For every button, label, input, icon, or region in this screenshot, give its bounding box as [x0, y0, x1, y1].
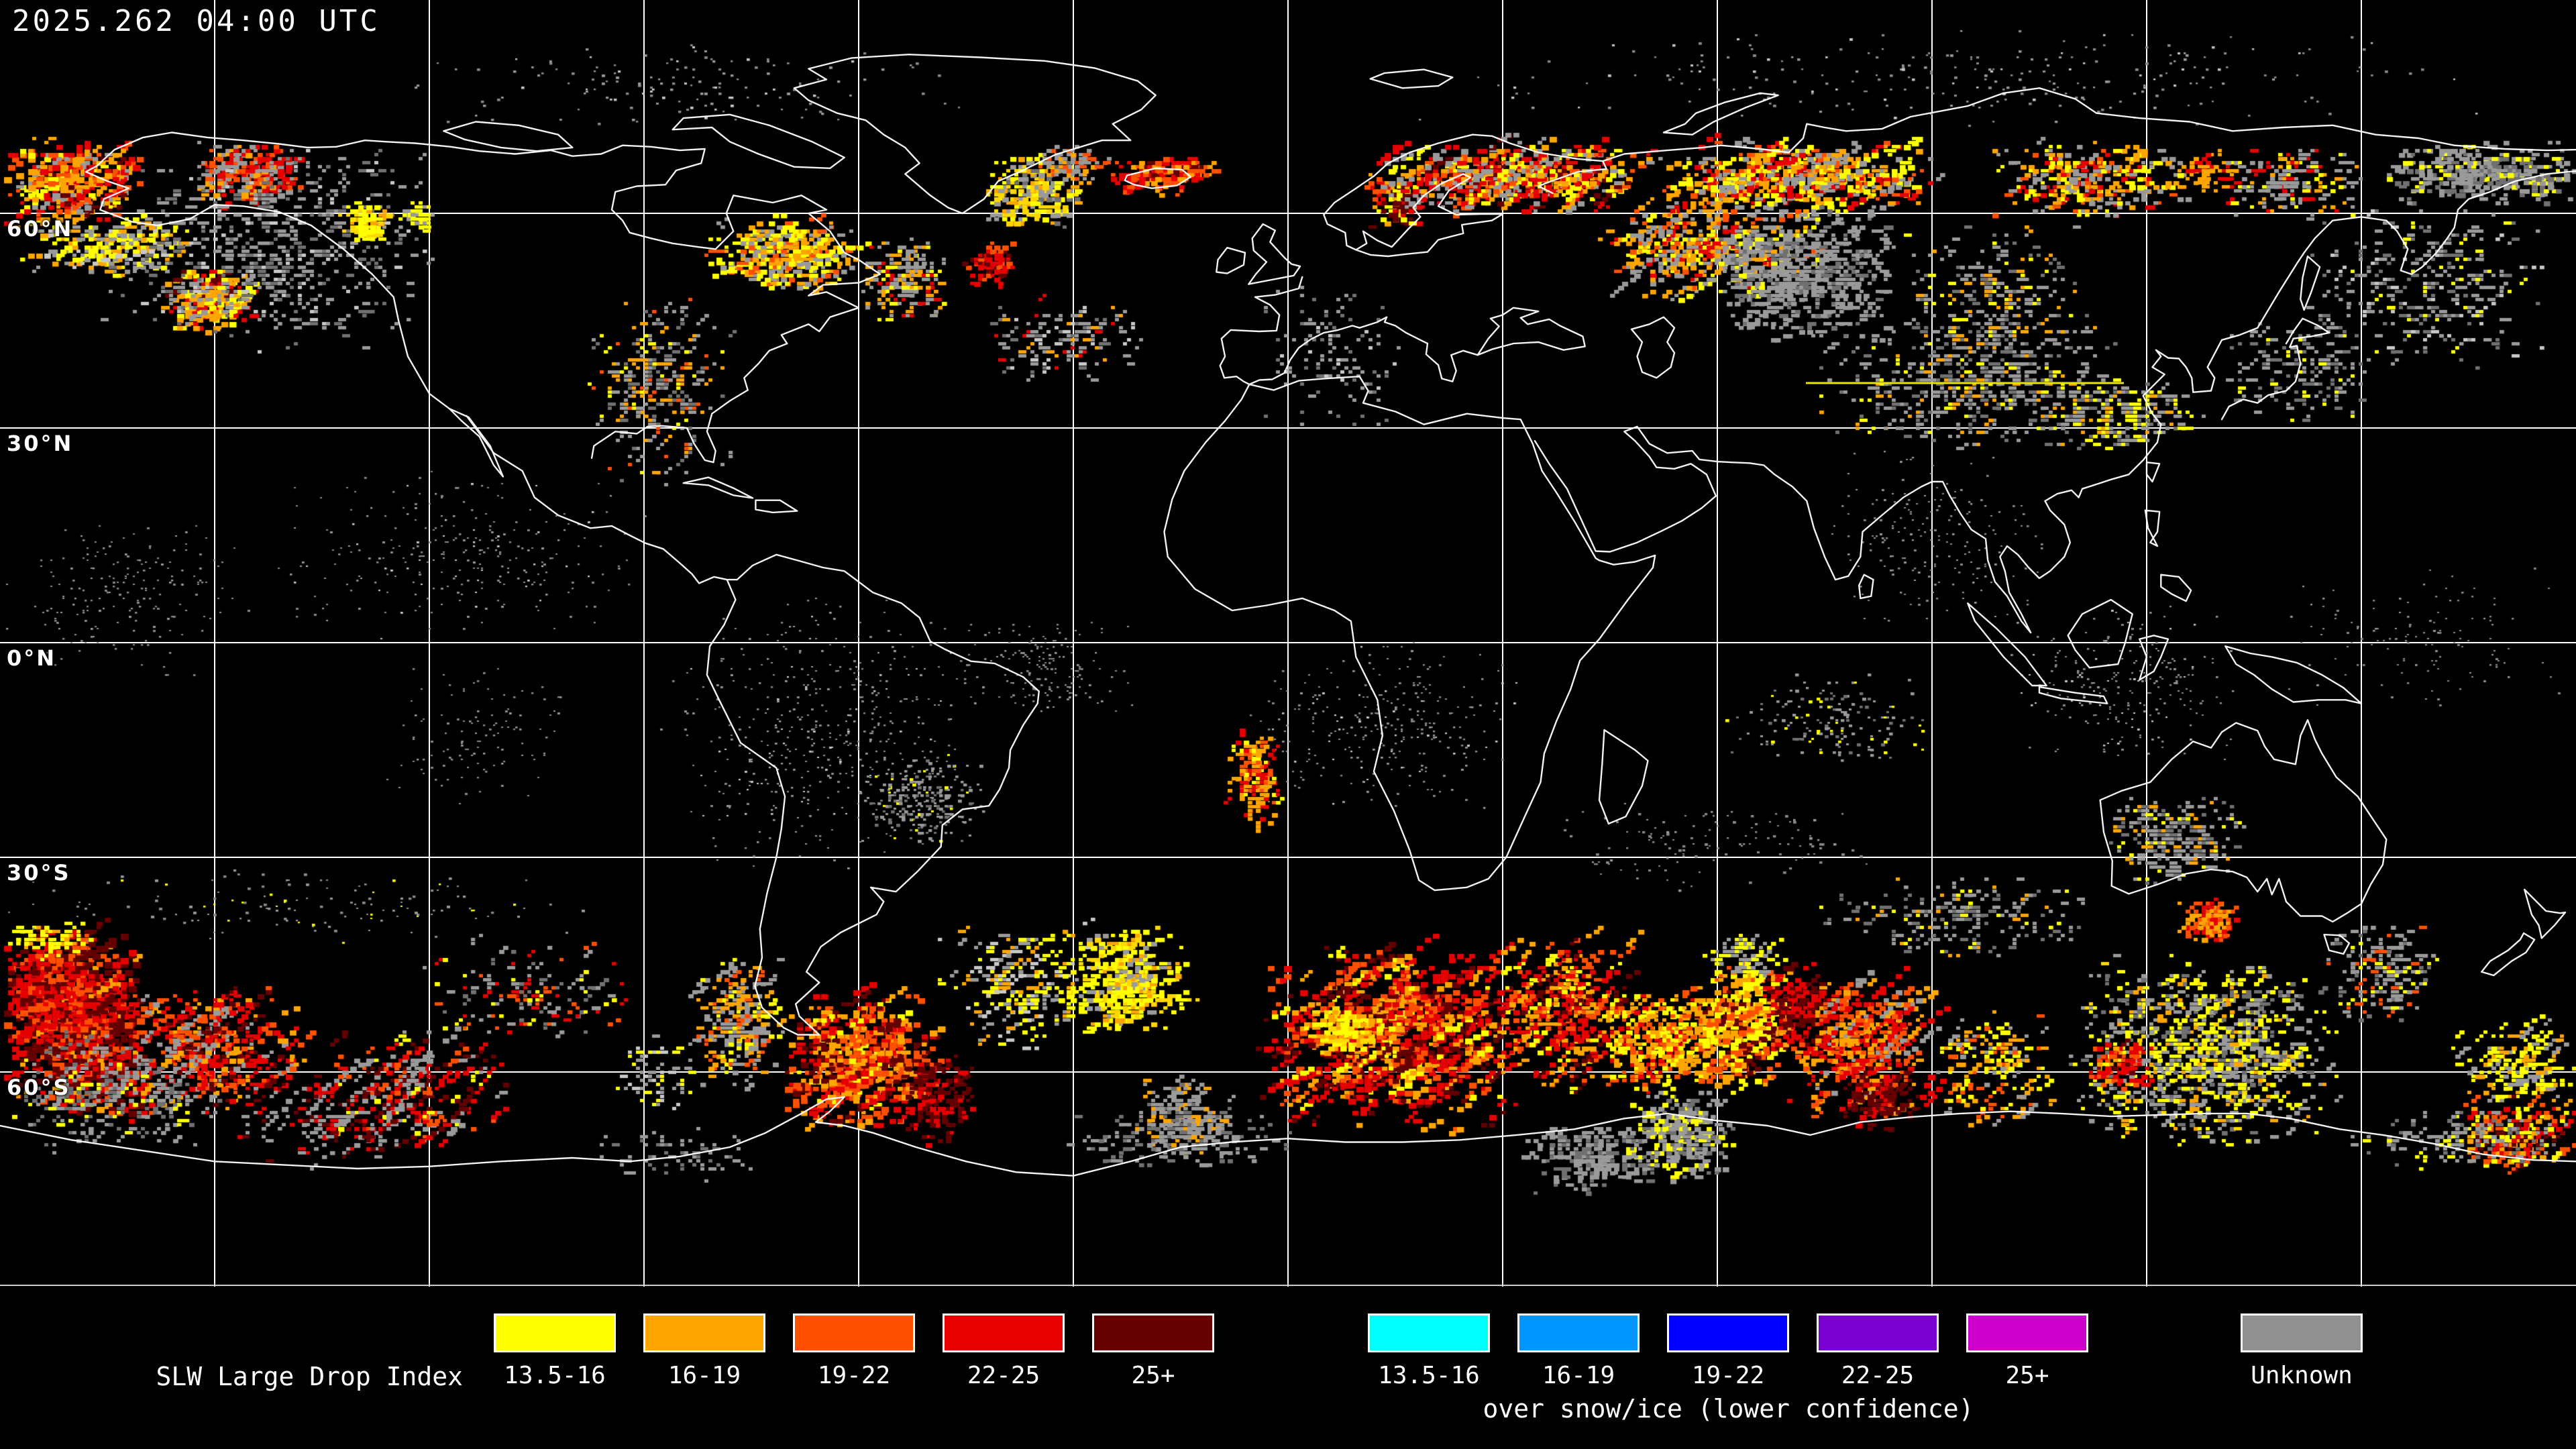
legend-label-slw-13-5-16: 13.5-16: [504, 1362, 606, 1389]
legend-swatch-slw-16-19: [643, 1313, 765, 1352]
legend-swatch-slw-25plus: [1092, 1313, 1214, 1352]
legend-swatch-snow-22-25: [1817, 1313, 1939, 1352]
legend-label-snow-16-19: 16-19: [1542, 1362, 1615, 1389]
legend-label-slw-22-25: 22-25: [967, 1362, 1040, 1389]
coastline-path: [0, 54, 2576, 1177]
legend-snow-ice-caption: over snow/ice (lower confidence): [1483, 1394, 1974, 1424]
legend-label-snow-19-22: 19-22: [1691, 1362, 1765, 1389]
legend-label-snow-22-25: 22-25: [1841, 1362, 1915, 1389]
lat-label-60s: 60°S: [7, 1075, 71, 1100]
legend-label-slw-16-19: 16-19: [667, 1362, 741, 1389]
legend-label-snow-25plus: 25+: [2005, 1362, 2049, 1389]
legend: SLW Large Drop Index 13.5-16 16-19 19-22…: [0, 1287, 2576, 1449]
world-coastlines: [0, 54, 2576, 1177]
legend-swatch-slw-22-25: [943, 1313, 1065, 1352]
legend-swatch-snow-25plus: [1966, 1313, 2088, 1352]
legend-label-snow-13-5-16: 13.5-16: [1378, 1362, 1480, 1389]
legend-label-slw-19-22: 19-22: [817, 1362, 891, 1389]
legend-swatch-slw-19-22: [793, 1313, 915, 1352]
lat-label-60n: 60°N: [7, 216, 74, 241]
lat-label-0n: 0°N: [7, 645, 57, 671]
legend-label-unknown: Unknown: [2251, 1362, 2353, 1389]
legend-label-slw-25plus: 25+: [1131, 1362, 1175, 1389]
lat-label-30n: 30°N: [7, 431, 74, 456]
legend-swatch-unknown: [2241, 1313, 2363, 1352]
legend-swatch-slw-13-5-16: [494, 1313, 616, 1352]
legend-swatch-snow-13-5-16: [1368, 1313, 1490, 1352]
lat-label-30s: 30°S: [7, 860, 71, 885]
legend-swatch-snow-16-19: [1517, 1313, 1640, 1352]
legend-title: SLW Large Drop Index: [156, 1362, 463, 1391]
slw-data-overlay: [0, 0, 2576, 1287]
timestamp: 2025.262 04:00 UTC: [12, 4, 380, 38]
legend-swatch-snow-19-22: [1667, 1313, 1789, 1352]
